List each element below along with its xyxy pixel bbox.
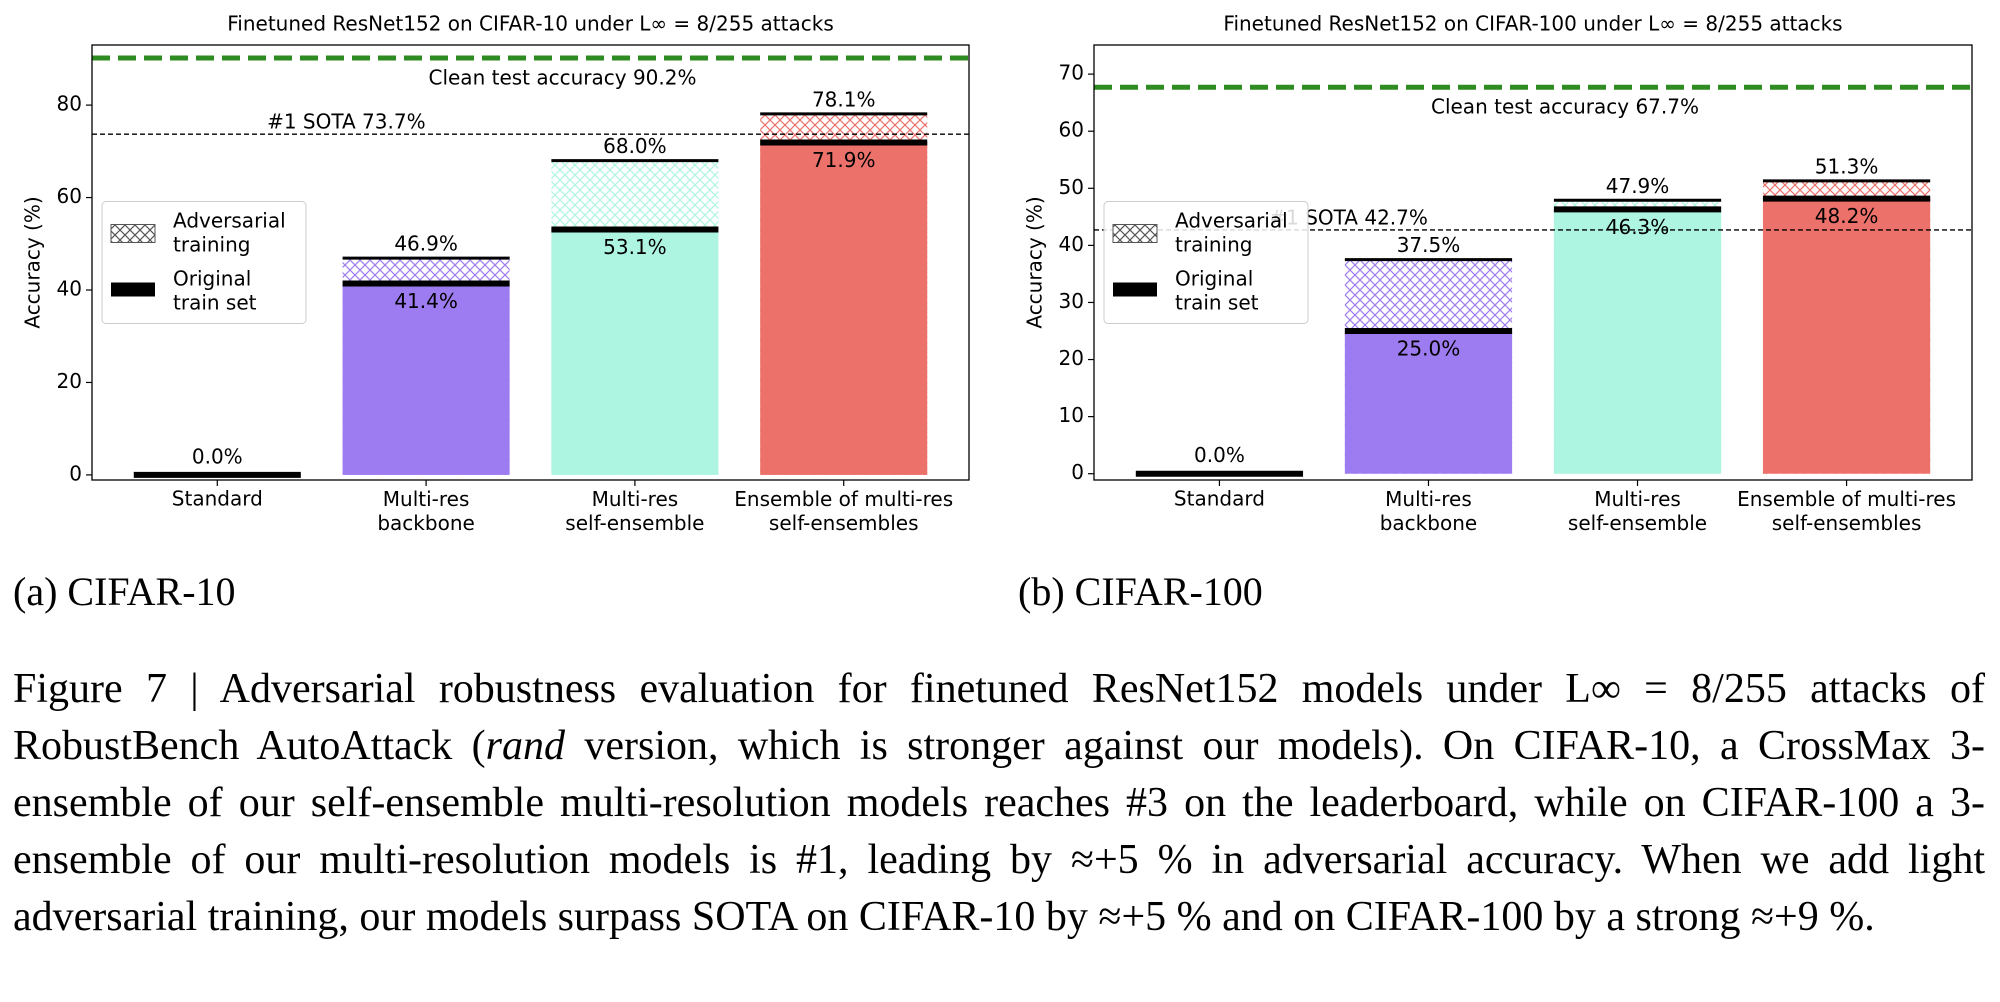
x-tick-label: Ensemble of multi-res self-ensembles [1737,487,1956,535]
bar-original [1553,209,1722,474]
x-tick-label: Standard [1174,487,1265,511]
legend-swatch [1113,282,1157,297]
y-tick-label: 70 [1059,61,1084,85]
y-tick-label: 40 [1059,232,1084,256]
caption-text: version, which is stronger against our m… [13,723,1985,940]
x-tick-label: Multi-res backbone [377,487,474,535]
value-label: 0.0% [1194,443,1245,467]
value-label: 47.9% [1606,174,1670,198]
chart-title: Finetuned ResNet152 on CIFAR-10 under L∞… [227,12,833,36]
y-tick-label: 30 [1059,289,1084,313]
bar-original [760,142,928,475]
subcaption: (b) CIFAR-100 [1018,569,1263,614]
y-tick-label: 40 [57,277,82,301]
legend-swatch [110,224,156,243]
value-label: 0.0% [192,444,243,468]
caption-text: Figure 7 | Adversarial robustness evalua… [13,666,1985,769]
caption: Figure 7 | Adversarial robustness evalua… [13,661,1985,946]
value-label: 46.3% [1606,215,1670,239]
y-tick-label: 60 [57,184,82,208]
y-tick-label: 20 [1059,346,1084,370]
value-label: 68.0% [603,134,667,158]
value-label: 48.2% [1815,204,1879,228]
value-label: 41.4% [394,289,458,313]
bar-original [342,283,510,475]
caption-italic: rand [485,723,565,769]
y-tick-label: 50 [1059,175,1084,199]
y-axis-label: Accuracy (%) [1023,196,1047,328]
legend-label: Adversarial training [1175,208,1288,256]
plot-frame [1093,44,1973,481]
value-label: 71.9% [812,148,876,172]
x-tick-label: Multi-res self-ensemble [565,487,704,535]
y-tick-label: 0 [69,461,82,485]
y-tick-label: 0 [1071,460,1084,484]
y-tick-label: 20 [57,369,82,393]
y-tick-label: 10 [1059,403,1084,427]
x-tick-label: Standard [172,487,263,511]
bar-original [1762,198,1931,474]
x-tick-label: Multi-res backbone [1380,487,1477,535]
y-axis-label: Accuracy (%) [21,196,45,328]
y-tick-label: 80 [57,92,82,116]
bar-original [1344,331,1513,474]
chart-title: Finetuned ResNet152 on CIFAR-100 under L… [1223,12,1842,36]
value-label: 78.1% [812,87,876,111]
value-label: 25.0% [1397,337,1461,361]
reference-label: Clean test accuracy 90.2% [428,65,696,89]
value-label: 53.1% [603,235,667,259]
y-tick-label: 60 [1059,118,1084,142]
x-tick-label: Multi-res self-ensemble [1568,487,1707,535]
x-tick-label: Ensemble of multi-res self-ensembles [734,487,953,535]
value-label: 51.3% [1815,154,1879,178]
legend-swatch [1112,224,1158,243]
legend-label: Original train set [1175,266,1259,314]
value-label: 46.9% [394,232,458,256]
subcaption: (a) CIFAR-10 [13,569,236,614]
legend-swatch [111,282,155,297]
value-label: 37.5% [1397,233,1461,257]
figure: Finetuned ResNet152 on CIFAR-10 under L∞… [21,12,1973,535]
legend-label: Adversarial training [173,208,286,256]
legend-label: Original train set [173,266,257,314]
bar-original [551,229,719,475]
reference-label: Clean test accuracy 67.7% [1431,95,1699,119]
plot-frame [91,44,970,481]
reference-label: #1 SOTA 73.7% [267,110,426,134]
